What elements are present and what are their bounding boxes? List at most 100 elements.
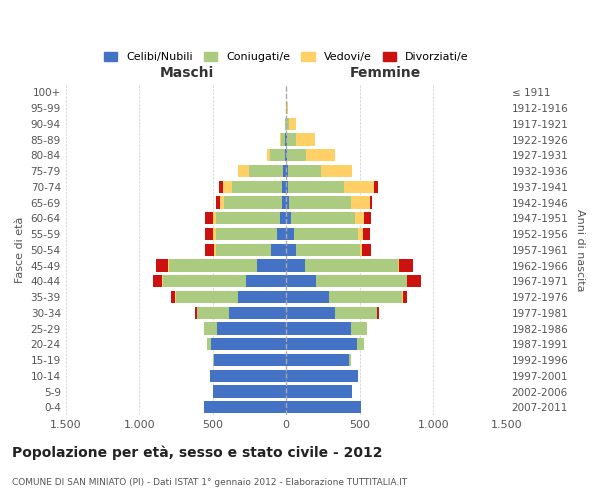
Bar	[286, 228, 293, 240]
Bar	[289, 180, 344, 193]
Text: Popolazione per età, sesso e stato civile - 2012: Popolazione per età, sesso e stato civil…	[12, 446, 383, 460]
Bar	[289, 196, 351, 208]
Bar	[250, 165, 283, 177]
Bar	[270, 149, 285, 162]
Bar	[374, 180, 378, 193]
Bar	[238, 291, 286, 303]
Bar	[358, 228, 362, 240]
Bar	[224, 196, 282, 208]
Bar	[214, 244, 215, 256]
Legend: Celibi/Nubili, Coniugati/e, Vedovi/e, Divorziati/e: Celibi/Nubili, Coniugati/e, Vedovi/e, Di…	[100, 47, 473, 66]
Bar	[322, 165, 352, 177]
Bar	[214, 228, 215, 240]
Bar	[305, 260, 398, 272]
Bar	[214, 354, 286, 366]
Bar	[205, 244, 214, 256]
Bar	[286, 401, 361, 413]
Text: Femmine: Femmine	[350, 66, 421, 80]
Bar	[306, 149, 335, 162]
Bar	[238, 165, 250, 177]
Bar	[286, 134, 287, 145]
Bar	[398, 260, 400, 272]
Bar	[286, 180, 289, 193]
Bar	[287, 165, 322, 177]
Bar	[316, 275, 407, 287]
Bar	[400, 260, 413, 272]
Bar	[285, 118, 286, 130]
Bar	[207, 338, 211, 350]
Bar	[286, 322, 351, 334]
Bar	[229, 306, 286, 319]
Bar	[176, 291, 238, 303]
Bar	[215, 244, 271, 256]
Bar	[360, 244, 362, 256]
Bar	[287, 149, 306, 162]
Bar	[215, 212, 280, 224]
Bar	[204, 401, 286, 413]
Bar	[205, 212, 212, 224]
Bar	[171, 291, 175, 303]
Bar	[175, 291, 176, 303]
Bar	[218, 180, 223, 193]
Bar	[287, 134, 296, 145]
Bar	[283, 165, 286, 177]
Bar	[281, 134, 286, 145]
Bar	[217, 322, 286, 334]
Bar	[212, 386, 286, 398]
Bar	[271, 244, 286, 256]
Bar	[282, 180, 286, 193]
Y-axis label: Fasce di età: Fasce di età	[15, 216, 25, 283]
Bar	[267, 149, 270, 162]
Bar	[351, 322, 367, 334]
Bar	[282, 196, 286, 208]
Bar	[286, 275, 316, 287]
Bar	[344, 180, 374, 193]
Bar	[286, 149, 287, 162]
Bar	[377, 306, 379, 319]
Bar	[335, 306, 377, 319]
Bar	[286, 212, 290, 224]
Bar	[204, 322, 217, 334]
Bar	[286, 370, 358, 382]
Bar	[277, 228, 286, 240]
Bar	[296, 244, 360, 256]
Bar	[286, 165, 287, 177]
Bar	[293, 228, 358, 240]
Bar	[287, 102, 289, 115]
Bar	[286, 386, 352, 398]
Text: COMUNE DI SAN MINIATO (PI) - Dati ISTAT 1° gennaio 2012 - Elaborazione TUTTITALI: COMUNE DI SAN MINIATO (PI) - Dati ISTAT …	[12, 478, 407, 487]
Bar	[257, 260, 286, 272]
Bar	[286, 102, 287, 115]
Bar	[351, 196, 370, 208]
Bar	[286, 354, 349, 366]
Bar	[210, 370, 286, 382]
Bar	[220, 196, 224, 208]
Bar	[286, 338, 357, 350]
Bar	[163, 275, 247, 287]
Bar	[407, 275, 421, 287]
Y-axis label: Anni di nascita: Anni di nascita	[575, 208, 585, 291]
Bar	[286, 244, 296, 256]
Bar	[286, 260, 305, 272]
Bar	[289, 118, 296, 130]
Bar	[403, 291, 407, 303]
Bar	[286, 291, 329, 303]
Bar	[215, 228, 277, 240]
Bar	[362, 228, 370, 240]
Bar	[162, 275, 163, 287]
Bar	[286, 196, 289, 208]
Bar	[357, 338, 364, 350]
Bar	[169, 260, 257, 272]
Bar	[349, 354, 351, 366]
Bar	[215, 196, 220, 208]
Bar	[247, 275, 286, 287]
Bar	[156, 260, 168, 272]
Bar	[296, 134, 315, 145]
Bar	[355, 212, 364, 224]
Bar	[153, 275, 162, 287]
Bar	[280, 134, 281, 145]
Bar	[197, 306, 229, 319]
Bar	[195, 306, 197, 319]
Bar	[212, 212, 215, 224]
Bar	[205, 228, 214, 240]
